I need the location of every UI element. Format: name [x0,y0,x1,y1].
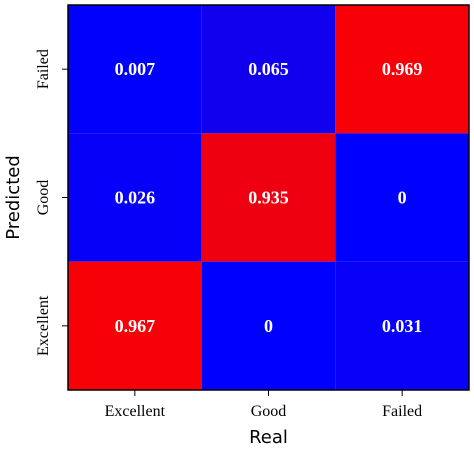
heatmap-cell [201,133,336,262]
x-axis-label: Real [249,427,288,448]
heatmap-cell [335,5,469,134]
heatmap-cell [68,261,202,390]
heatmap-cell [335,133,469,262]
x-tick-label: Excellent [105,403,166,420]
axis-ticks: Excellent Good Failed Excellent Good Failed [35,49,422,420]
x-tick-label: Good [251,403,287,420]
cell-value-label: 0 [264,316,273,336]
heatmap-cell [68,133,202,262]
cell-value-label: 0.031 [382,316,423,336]
cell-value-label: 0.026 [115,188,156,208]
y-tick-label: Excellent [35,295,52,356]
heatmap-cells: 0.007 0.065 0.969 0.026 0.935 0 0.967 0 0.031 [68,5,469,390]
cell-value-label: 0.935 [248,188,289,208]
heatmap-cell [201,261,336,390]
heatmap-cell [68,5,202,134]
heatmap-cell [335,261,469,390]
x-tick-label: Failed [382,403,422,420]
y-tick-label: Failed [35,49,52,89]
cell-value-label: 0.967 [115,316,156,336]
cell-value-label: 0 [398,188,407,208]
cell-value-label: 0.007 [115,59,156,79]
cell-value-label: 0.065 [248,59,289,79]
y-tick-label: Good [35,180,52,216]
y-axis-label: Predicted [3,155,24,240]
cell-value-label: 0.969 [382,59,423,79]
heatmap-cell [201,5,336,134]
